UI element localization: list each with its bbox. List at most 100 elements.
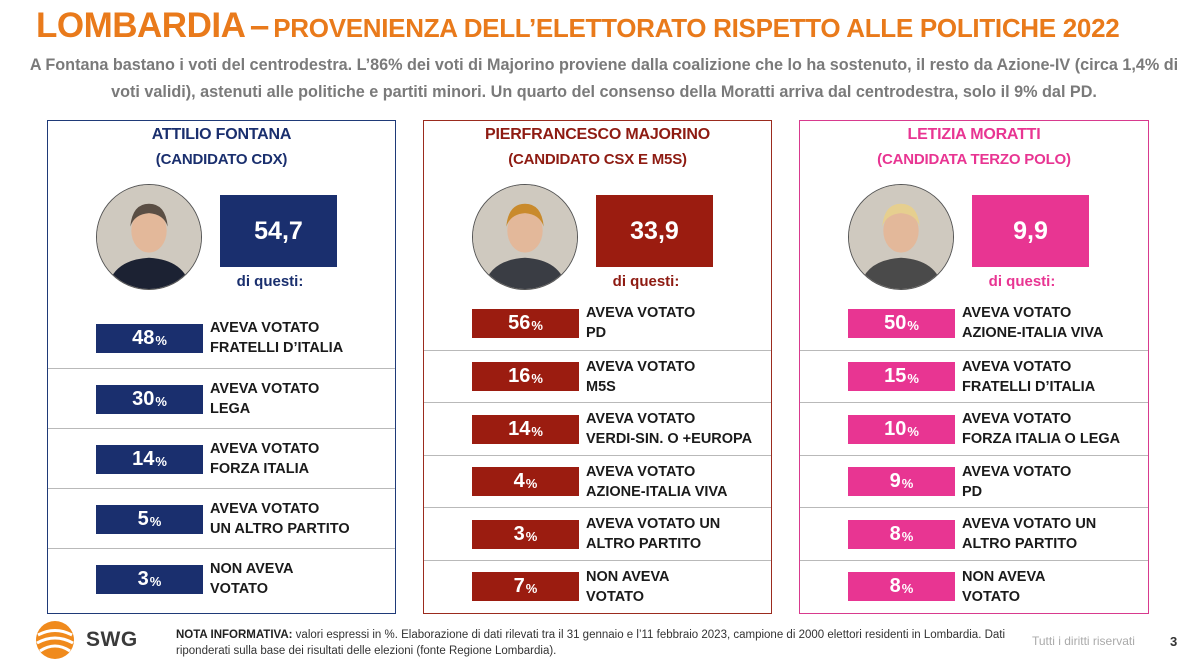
origin-value: 3% [472, 519, 579, 549]
candidate-name: ATTILIO FONTANA [151, 126, 292, 143]
candidate-panel: ATTILIO FONTANA (CANDIDATO CDX) 54,7 di que… [47, 120, 396, 614]
origin-label: AVEVA VOTATO AZIONE-ITALIA VIVA [962, 305, 1104, 342]
percent-sign: % [907, 371, 919, 387]
origin-value: 48% [96, 323, 203, 353]
footnote-text: valori espressi in %. Elaborazione di da… [176, 629, 1006, 657]
vote-share-total: 54,7 [220, 195, 337, 267]
origin-value: 8% [848, 572, 955, 602]
swg-logo-icon [36, 621, 74, 659]
origin-label: AVEVA VOTATO UN ALTRO PARTITO [962, 516, 1097, 553]
of-these-label: di questi: [236, 273, 304, 290]
origin-value: 50% [848, 308, 955, 338]
origin-value: 8% [848, 519, 955, 549]
candidate-name: LETIZIA MORATTI [907, 126, 1041, 143]
percent-sign: % [525, 528, 538, 544]
footnote: NOTA INFORMATIVA: valori espressi in %. … [176, 627, 1006, 659]
origin-label: AVEVA VOTATO M5S [586, 358, 696, 395]
origin-label: AVEVA VOTATO FRATELLI D’ITALIA [210, 320, 344, 356]
origin-value: 7% [472, 572, 579, 602]
origin-value-number: 14 [508, 417, 531, 440]
origin-label: AVEVA VOTATO PD [586, 305, 696, 342]
candidate-coalition: (CANDIDATO CDX) [155, 151, 288, 168]
origin-label: NON AVEVA VOTATO [586, 568, 670, 605]
title-region: LOMBARDIA [36, 6, 246, 45]
origin-label: AVEVA VOTATO PD [962, 463, 1072, 500]
of-these-label: di questi: [612, 273, 680, 290]
origin-value-number: 16 [508, 365, 531, 388]
percent-sign: % [531, 371, 543, 387]
origin-value-number: 56 [508, 311, 531, 334]
percent-sign: % [901, 581, 914, 597]
origin-value: 16% [472, 362, 579, 392]
origin-value: 14% [472, 414, 579, 444]
origin-label: AVEVA VOTATO FORZA ITALIA [210, 441, 320, 477]
candidate-coalition: (CANDIDATO CSX E M5S) [508, 151, 687, 168]
origin-value: 3% [96, 564, 203, 594]
origin-row: 50% AVEVA VOTATO AZIONE-ITALIA VIVA [800, 297, 1148, 350]
origin-row: 4% AVEVA VOTATO AZIONE-ITALIA VIVA [424, 454, 771, 508]
origin-label: NON AVEVA VOTATO [210, 561, 294, 597]
origin-label: NON AVEVA VOTATO [962, 568, 1046, 605]
origin-value-number: 5 [137, 507, 149, 530]
origin-row: 9% AVEVA VOTATO PD [800, 454, 1148, 508]
candidate-photo [848, 184, 954, 290]
candidate-photo [96, 184, 202, 290]
page-subtitle: A Fontana bastano i voti del centrodestr… [29, 56, 1179, 101]
origin-row: 8% NON AVEVA VOTATO [800, 559, 1148, 613]
percent-sign: % [907, 317, 919, 333]
origin-row: 56% AVEVA VOTATO PD [424, 297, 771, 350]
page-title: LOMBARDIA – PROVENIENZA DELL’ELETTORATO … [36, 6, 1196, 46]
origin-value-number: 3 [513, 522, 525, 545]
origin-label: AVEVA VOTATO UN ALTRO PARTITO [210, 501, 350, 537]
origin-label: AVEVA VOTATO LEGA [210, 381, 320, 417]
origin-value: 10% [848, 414, 955, 444]
origin-row: 48% AVEVA VOTATO FRATELLI D’ITALIA [48, 308, 395, 368]
candidate-coalition: (CANDIDATA TERZO POLO) [877, 151, 1071, 168]
percent-sign: % [901, 476, 914, 492]
title-dash: – [249, 6, 269, 45]
origin-value-number: 15 [884, 365, 907, 388]
percent-sign: % [907, 423, 919, 439]
origin-value: 5% [96, 504, 203, 534]
percent-sign: % [149, 573, 162, 589]
origin-row: 5% AVEVA VOTATO UN ALTRO PARTITO [48, 488, 395, 548]
origin-row: 3% AVEVA VOTATO UN ALTRO PARTITO [424, 507, 771, 560]
candidate-name: PIERFRANCESCO MAJORINO [485, 126, 710, 143]
candidate-panel: LETIZIA MORATTI (CANDIDATA TERZO POLO) 9,9… [799, 120, 1149, 614]
origin-value-number: 48 [132, 326, 155, 349]
origin-value: 4% [472, 467, 579, 497]
origin-value-number: 9 [889, 470, 901, 493]
origin-row: 14% AVEVA VOTATO FORZA ITALIA [48, 428, 395, 488]
origin-value: 14% [96, 444, 203, 474]
origin-row: 15% AVEVA VOTATO FRATELLI D’ITALIA [800, 349, 1148, 403]
title-rest: PROVENIENZA DELL’ELETTORATO RISPETTO ALL… [273, 13, 1120, 43]
page-number: 3 [1170, 634, 1178, 649]
origin-row: 14% AVEVA VOTATO VERDI-SIN. O +EUROPA [424, 402, 771, 455]
percent-sign: % [531, 317, 543, 333]
origin-label: AVEVA VOTATO FRATELLI D’ITALIA [962, 358, 1096, 395]
origin-row: 30% AVEVA VOTATO LEGA [48, 368, 395, 428]
origin-row: 8% AVEVA VOTATO UN ALTRO PARTITO [800, 507, 1148, 560]
origin-label: AVEVA VOTATO FORZA ITALIA O LEGA [962, 411, 1121, 448]
origin-label: AVEVA VOTATO UN ALTRO PARTITO [586, 516, 721, 553]
percent-sign: % [155, 393, 167, 409]
percent-sign: % [155, 332, 167, 348]
origin-value: 15% [848, 362, 955, 392]
origin-value-number: 50 [884, 311, 907, 334]
percent-sign: % [525, 581, 538, 597]
footnote-label: NOTA INFORMATIVA: [176, 629, 293, 641]
origin-value-number: 3 [137, 567, 149, 590]
origin-row: 7% NON AVEVA VOTATO [424, 559, 771, 613]
origin-row: 16% AVEVA VOTATO M5S [424, 349, 771, 403]
origin-value: 30% [96, 384, 203, 414]
origin-value-number: 30 [132, 387, 155, 410]
origin-value-number: 8 [889, 575, 901, 598]
origin-label: AVEVA VOTATO VERDI-SIN. O +EUROPA [586, 411, 753, 448]
origin-row: 10% AVEVA VOTATO FORZA ITALIA O LEGA [800, 402, 1148, 455]
origin-value-number: 4 [513, 470, 525, 493]
origin-value-number: 10 [884, 417, 907, 440]
percent-sign: % [149, 513, 162, 529]
percent-sign: % [531, 423, 543, 439]
origin-value-number: 7 [513, 575, 525, 598]
vote-share-total: 33,9 [596, 195, 713, 267]
